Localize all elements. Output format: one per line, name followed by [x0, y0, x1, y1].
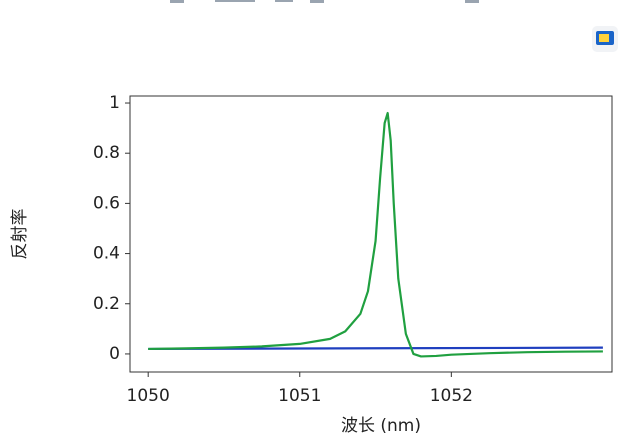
y-tick-label: 1	[109, 93, 120, 113]
y-tick-label: 0.2	[93, 294, 120, 314]
y-tick-label: 0.6	[93, 193, 120, 213]
x-axis-label: 波长 (nm)	[341, 416, 421, 436]
x-tick-label: 1050	[127, 386, 170, 406]
data-line	[148, 111, 603, 358]
toolbar-fragment	[170, 0, 479, 3]
y-tick-label: 0.4	[93, 244, 120, 264]
x-tick-label: 1052	[430, 386, 473, 406]
y-tick-label: 0.8	[93, 143, 120, 163]
y-tick-label: 0	[109, 344, 120, 364]
x-tick-label: 1051	[278, 386, 321, 406]
plot-frame	[129, 95, 613, 373]
y-axis-label: 反射率	[10, 209, 30, 260]
export-icon[interactable]	[592, 26, 618, 52]
